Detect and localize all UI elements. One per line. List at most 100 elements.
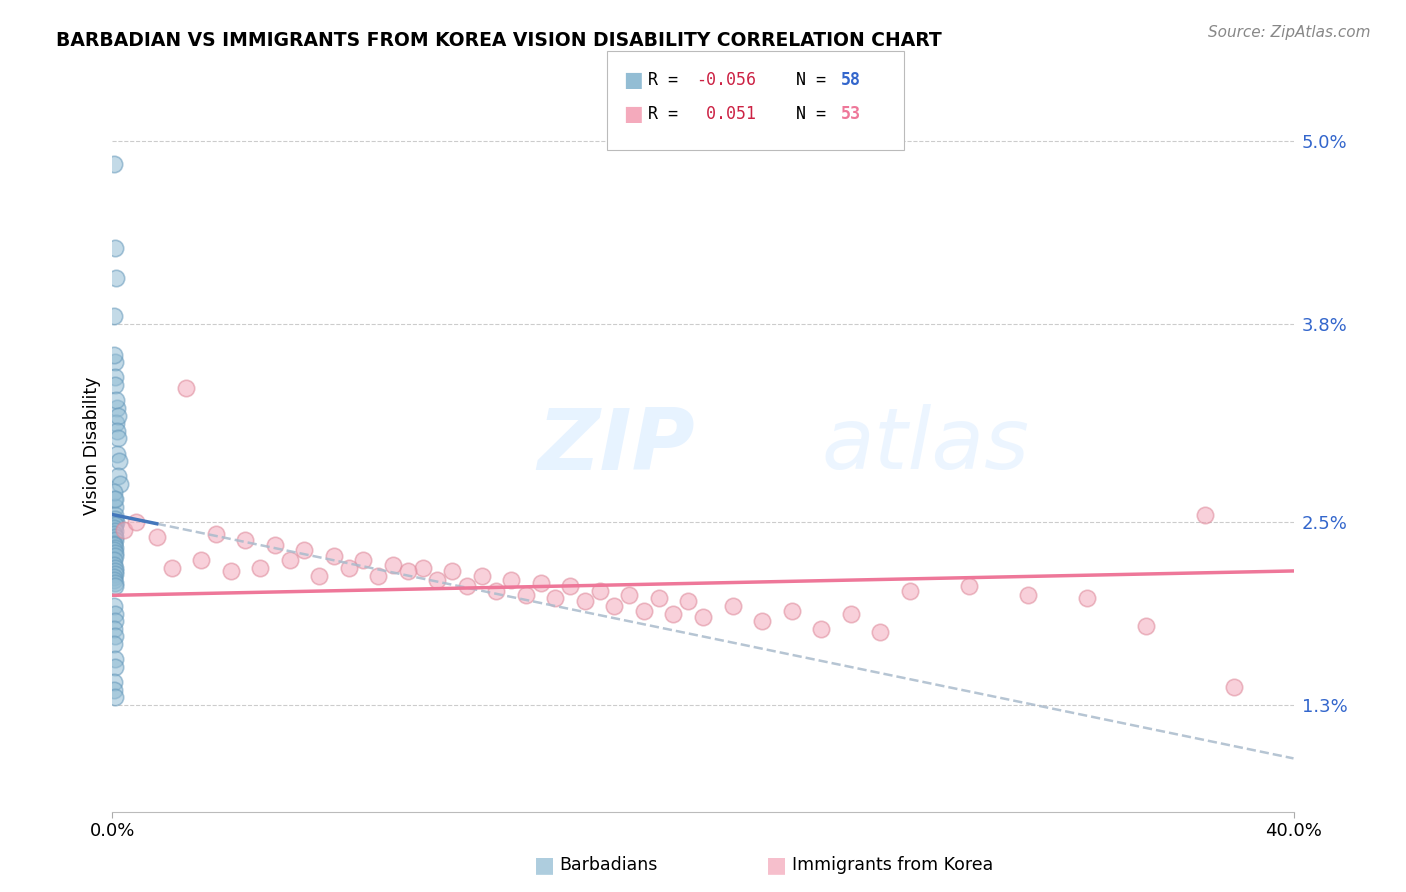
- Point: [1017, 588, 1039, 602]
- Point: [104, 524, 127, 539]
- Point: [501, 573, 523, 587]
- Point: [515, 588, 537, 602]
- Text: Source: ZipAtlas.com: Source: ZipAtlas.com: [1208, 25, 1371, 40]
- Point: [104, 690, 127, 705]
- Point: [957, 579, 980, 593]
- Text: N =: N =: [776, 105, 837, 123]
- Point: [107, 431, 129, 445]
- Text: R =: R =: [648, 71, 688, 89]
- Point: [104, 549, 127, 563]
- Point: [470, 568, 494, 582]
- Point: [104, 508, 127, 522]
- Point: [308, 568, 330, 582]
- Point: [146, 530, 169, 544]
- Point: [396, 564, 419, 578]
- Y-axis label: Vision Disability: Vision Disability: [83, 376, 101, 516]
- Point: [721, 599, 744, 613]
- Point: [382, 558, 405, 572]
- Point: [103, 570, 125, 584]
- Text: N =: N =: [776, 71, 837, 89]
- Point: [103, 567, 125, 582]
- Point: [105, 416, 128, 430]
- Text: ■: ■: [766, 855, 787, 875]
- Point: [108, 477, 131, 491]
- Point: [112, 523, 135, 537]
- Point: [103, 622, 125, 636]
- Point: [529, 576, 551, 591]
- Point: [292, 542, 315, 557]
- Point: [104, 630, 127, 644]
- Point: [103, 675, 125, 690]
- Point: [544, 591, 567, 606]
- Text: BARBADIAN VS IMMIGRANTS FROM KOREA VISION DISABILITY CORRELATION CHART: BARBADIAN VS IMMIGRANTS FROM KOREA VISIO…: [56, 31, 942, 50]
- Point: [662, 607, 685, 621]
- Point: [125, 515, 148, 529]
- Point: [249, 561, 271, 575]
- Point: [104, 541, 127, 555]
- Point: [104, 518, 127, 533]
- Point: [104, 576, 127, 591]
- Point: [104, 492, 127, 507]
- Text: ZIP: ZIP: [537, 404, 696, 488]
- Point: [839, 607, 862, 621]
- Point: [104, 533, 127, 548]
- Point: [103, 348, 125, 362]
- Point: [323, 549, 346, 563]
- Point: [1223, 680, 1246, 694]
- Point: [103, 637, 125, 651]
- Point: [603, 599, 626, 613]
- Point: [104, 355, 127, 369]
- Point: [233, 533, 256, 548]
- Point: [103, 310, 125, 324]
- Text: 58: 58: [841, 71, 860, 89]
- Point: [337, 561, 360, 575]
- Point: [560, 579, 582, 593]
- Point: [898, 583, 921, 598]
- Text: ■: ■: [623, 104, 643, 124]
- Point: [278, 553, 301, 567]
- Point: [104, 241, 127, 255]
- Point: [1135, 619, 1157, 633]
- Point: [456, 579, 478, 593]
- Point: [103, 573, 125, 587]
- Point: [588, 583, 610, 598]
- Text: -0.056: -0.056: [696, 71, 756, 89]
- Point: [441, 564, 464, 578]
- Point: [103, 542, 125, 557]
- Point: [105, 401, 128, 415]
- Point: [103, 652, 125, 666]
- Point: [103, 527, 125, 541]
- Point: [574, 594, 596, 608]
- Point: [104, 614, 127, 628]
- Point: [869, 624, 891, 639]
- Point: [426, 573, 449, 587]
- Point: [751, 614, 773, 628]
- Point: [107, 409, 129, 423]
- Point: [619, 588, 641, 602]
- Point: [103, 599, 125, 613]
- Point: [810, 622, 832, 636]
- Text: 53: 53: [841, 105, 860, 123]
- Point: [103, 515, 125, 529]
- Point: [104, 660, 127, 674]
- Point: [103, 378, 125, 392]
- Point: [107, 469, 129, 483]
- Point: [108, 454, 131, 468]
- Point: [104, 564, 127, 578]
- Point: [412, 561, 434, 575]
- Point: [105, 271, 128, 285]
- Point: [105, 424, 128, 438]
- Point: [103, 682, 125, 697]
- Point: [367, 568, 389, 582]
- Point: [1194, 508, 1216, 522]
- Text: atlas: atlas: [821, 404, 1029, 488]
- Text: 0.051: 0.051: [696, 105, 756, 123]
- Point: [780, 604, 803, 618]
- Point: [104, 561, 127, 575]
- Point: [103, 484, 125, 499]
- Point: [485, 583, 508, 598]
- Text: Barbadians: Barbadians: [560, 856, 658, 874]
- Point: [103, 530, 125, 544]
- Point: [219, 564, 242, 578]
- Point: [174, 381, 197, 395]
